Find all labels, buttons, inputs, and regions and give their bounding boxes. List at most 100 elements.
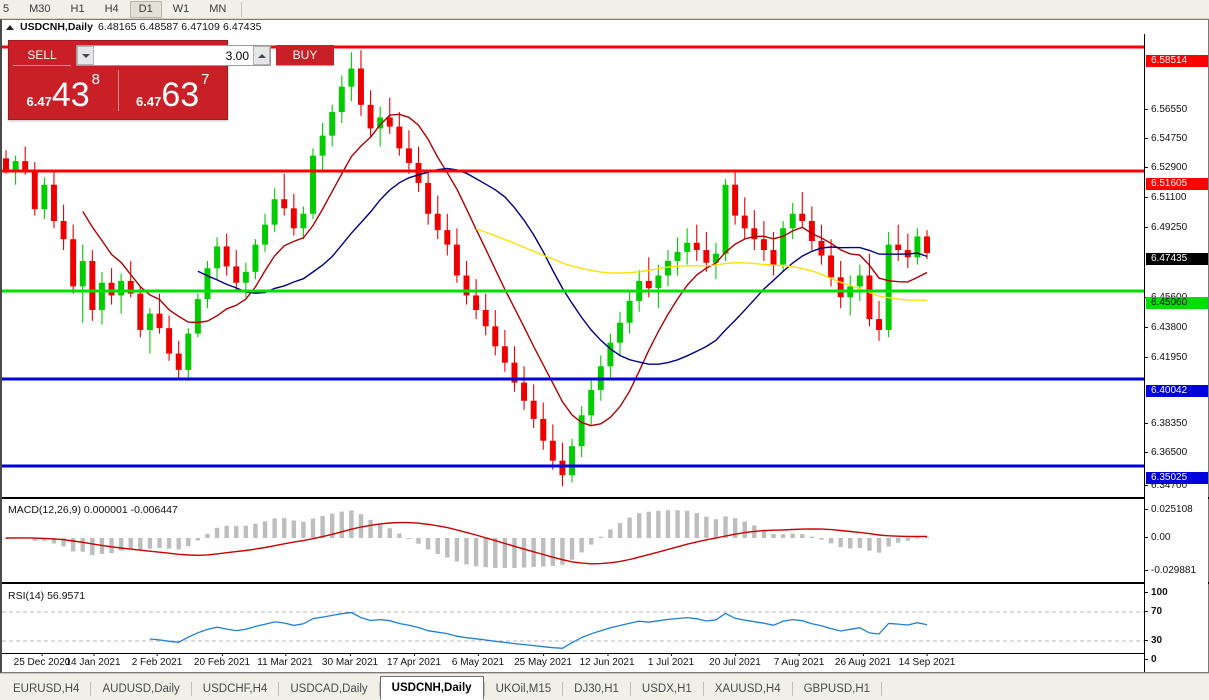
time-tick-label: 12 Jun 2021 [579,653,635,668]
candle-body [3,158,9,172]
macd-histogram-bar [800,534,805,538]
macd-histogram-bar [790,533,795,538]
price-tick-label: 6.41950 [1145,352,1208,364]
chart-tab-usdcad[interactable]: USDCAD,Daily [290,683,368,695]
sell-price-display[interactable]: 6.47 43 8 [13,68,114,113]
tab-divider [562,682,564,696]
macd-histogram-bar [454,538,460,562]
macd-histogram-bar [253,523,258,538]
macd-histogram-bar [867,538,872,551]
macd-histogram-bar [512,538,517,568]
candle-body [453,244,460,276]
sell-button[interactable]: SELL [13,45,71,66]
candle-body [530,400,537,419]
chart-tab-usdcnh[interactable]: USDCNH,Daily [379,676,484,700]
time-tick-label: 6 May 2021 [451,653,505,668]
macd-histogram-bar [320,515,325,538]
time-scale[interactable]: 25 Dec 2020 14 Jan 2021 2 Feb 2021 20 Feb 2… [2,653,1147,672]
macd-histogram-bar [195,538,201,541]
candle-body [588,389,595,416]
candle-body [914,236,921,258]
chart-tab-usdchf[interactable]: USDCHF,H4 [202,683,268,695]
candle-body [664,260,671,276]
buy-price-display[interactable]: 6.47 63 7 [123,68,224,113]
time-tick-label: 14 Sep 2021 [898,653,956,668]
macd-histogram-bar [550,538,556,566]
sell-price-fraction: 8 [91,71,100,88]
chart-tab-eurusd[interactable]: EURUSD,H4 [13,683,80,695]
candle-body [175,353,182,370]
price-plot-area[interactable] [2,34,1147,497]
rsi-tick-label: 70 [1145,606,1208,618]
volume-increase-button[interactable] [253,46,270,65]
current-price-badge[interactable]: 6.47435 [1146,253,1208,265]
resistance-level-badge-1[interactable]: 6.58514 [1146,55,1208,67]
resistance-level-badge-2[interactable]: 6.51605 [1146,178,1208,190]
timeframe-m5[interactable]: 5 [3,2,10,15]
time-tick-label: 20 Jul 2021 [709,653,761,668]
chart-tab-xauusd[interactable]: XAUUSD,H4 [714,683,781,695]
timeframe-d1[interactable]: D1 [129,0,162,18]
chart-tab-audusd[interactable]: AUDUSD,Daily [102,683,180,695]
macd-histogram-bar [876,538,882,553]
macd-histogram-bar [771,533,776,538]
macd-histogram-bar [560,538,565,565]
tab-divider [90,682,92,696]
candle-body [751,228,758,240]
candle-body [473,295,480,310]
macd-histogram-bar [675,510,680,538]
trade-panel-divider [117,70,119,111]
price-scale[interactable]: 6.565506.547506.529006.511006.492506.456… [1144,34,1208,672]
collapse-triangle-icon[interactable] [6,24,14,30]
toolbar-divider [241,1,243,17]
support-level-badge-blue-2[interactable]: 6.35025 [1146,472,1208,484]
sell-price-main: 43 [51,76,90,114]
candle-body [329,112,336,136]
support-level-badge-blue-1[interactable]: 6.40042 [1146,385,1208,397]
macd-plot-area[interactable] [2,501,1147,582]
ma-line-50 [475,228,928,301]
rsi-tick-label: 30 [1145,635,1208,647]
chart-tab-dj30[interactable]: DJ30,H1 [574,683,619,695]
macd-histogram-bar [732,518,738,538]
tab-divider [278,682,280,696]
candle-body [357,68,364,105]
timeframe-h1[interactable]: H1 [70,2,85,15]
macd-histogram-bar [656,510,661,538]
time-tick-label: 30 Mar 2021 [321,653,379,668]
macd-histogram-bar [848,538,853,549]
ma-line-9 [82,113,928,427]
rsi-plot-area[interactable] [2,586,1147,653]
volume-input[interactable] [94,46,253,65]
candle-body [194,299,201,334]
candle-body [645,280,652,289]
candle-body [262,224,269,245]
support-level-badge-green[interactable]: 6.45060 [1146,297,1208,309]
timeframe-m30[interactable]: M30 [29,2,51,15]
price-tick-label: 6.36500 [1145,447,1208,459]
macd-histogram-bar [541,538,546,567]
chart-tab-gbpusd[interactable]: GBPUSD,H1 [803,683,871,695]
candle-body [98,282,105,310]
chart-tab-usdx[interactable]: USDX,H1 [641,683,692,695]
macd-histogram-bar [761,529,767,538]
one-click-trading-panel[interactable]: SELL BUY 6.47 43 8 6.47 63 [8,40,334,120]
buy-button[interactable]: BUY [276,45,334,66]
timeframe-w1[interactable]: W1 [172,2,190,15]
macd-histogram-bar [646,511,651,538]
volume-decrease-button[interactable] [77,46,94,65]
volume-stepper[interactable] [76,45,271,66]
candle-body [271,199,278,225]
candle-body [185,333,192,370]
candle-body [242,271,249,283]
macd-histogram-bar [828,538,834,544]
chart-tab-ukoil[interactable]: UKOil,M15 [495,683,552,695]
timeframe-mn[interactable]: MN [209,2,227,15]
price-tick-label: 6.51100 [1145,192,1208,204]
trade-panel-prices-row: 6.47 43 8 6.47 63 7 [9,67,227,117]
macd-histogram-bar [138,538,143,551]
macd-histogram-bar [272,518,277,538]
timeframe-h4[interactable]: H4 [104,2,119,15]
chart-tab-bar: EURUSD,H4 AUDUSD,Daily USDCHF,H4 USDCAD,Dai… [0,673,1209,700]
macd-histogram-bar [51,538,57,544]
